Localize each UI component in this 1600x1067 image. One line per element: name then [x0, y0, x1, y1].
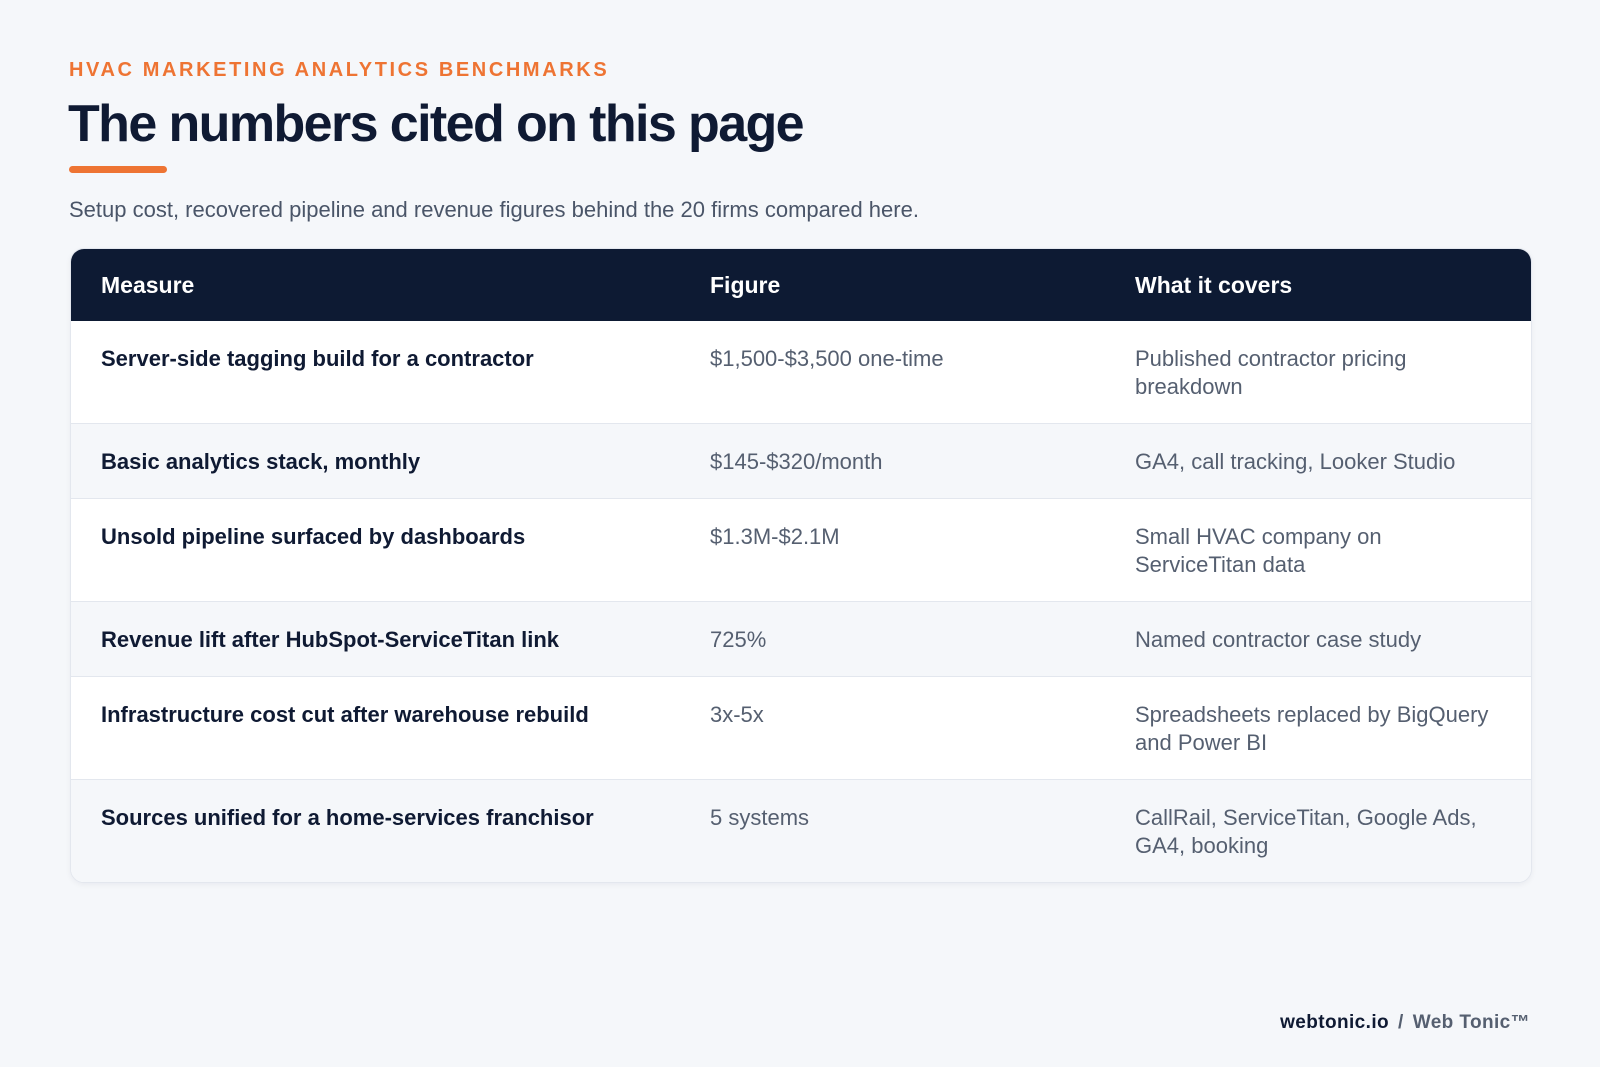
column-header-measure: Measure [101, 271, 195, 298]
table-row: Infrastructure cost cut after warehouse … [71, 676, 1531, 780]
figure-cell: 3x-5x [710, 702, 764, 727]
covers-cell: Spreadsheets replaced by BigQuery and Po… [1135, 702, 1489, 755]
footer-domain: webtonic.io [1280, 1012, 1390, 1033]
table-row: Sources unified for a home-services fran… [71, 779, 1531, 882]
figure-cell: $145-$320/month [710, 449, 883, 474]
covers-cell: CallRail, ServiceTitan, Google Ads, GA4,… [1135, 805, 1477, 858]
figure-cell: $1.3M-$2.1M [710, 524, 840, 549]
figure-cell: $1,500-$3,500 one-time [710, 346, 944, 371]
measure-cell: Basic analytics stack, monthly [101, 449, 421, 474]
table-row: Server-side tagging build for a contract… [71, 321, 1531, 424]
title-accent-bar [69, 166, 167, 173]
column-header-covers: What it covers [1135, 271, 1293, 298]
table-row: Revenue lift after HubSpot-ServiceTitan … [71, 601, 1531, 677]
footer-brand: Web Tonic™ [1412, 1012, 1530, 1033]
table-row: Unsold pipeline surfaced by dashboards $… [71, 498, 1531, 602]
benchmarks-table-card: Measure Figure What it covers Server-sid… [70, 248, 1532, 883]
covers-cell: Named contractor case study [1135, 627, 1422, 652]
measure-cell: Server-side tagging build for a contract… [101, 346, 534, 371]
figure-cell: 5 systems [710, 805, 810, 830]
measure-cell: Revenue lift after HubSpot-ServiceTitan … [101, 627, 560, 652]
eyebrow-label: HVAC MARKETING ANALYTICS BENCHMARKS [69, 59, 610, 81]
page-subtitle: Setup cost, recovered pipeline and reven… [69, 197, 919, 222]
column-header-figure: Figure [710, 271, 781, 298]
covers-cell: Small HVAC company on ServiceTitan data [1135, 524, 1382, 577]
footer-credit: webtonic.io / Web Tonic™ [1280, 1012, 1530, 1034]
figure-cell: 725% [710, 627, 767, 652]
table-row: Basic analytics stack, monthly $145-$320… [71, 423, 1531, 499]
benchmarks-table: Measure Figure What it covers Server-sid… [71, 249, 1531, 882]
measure-cell: Infrastructure cost cut after warehouse … [101, 702, 589, 727]
page-title: The numbers cited on this page [68, 95, 805, 153]
footer-separator: / [1398, 1012, 1404, 1033]
covers-cell: GA4, call tracking, Looker Studio [1135, 449, 1456, 474]
table-header-row: Measure Figure What it covers [71, 249, 1531, 321]
covers-cell: Published contractor pricing breakdown [1135, 346, 1407, 399]
measure-cell: Unsold pipeline surfaced by dashboards [101, 524, 526, 549]
measure-cell: Sources unified for a home-services fran… [101, 805, 594, 830]
